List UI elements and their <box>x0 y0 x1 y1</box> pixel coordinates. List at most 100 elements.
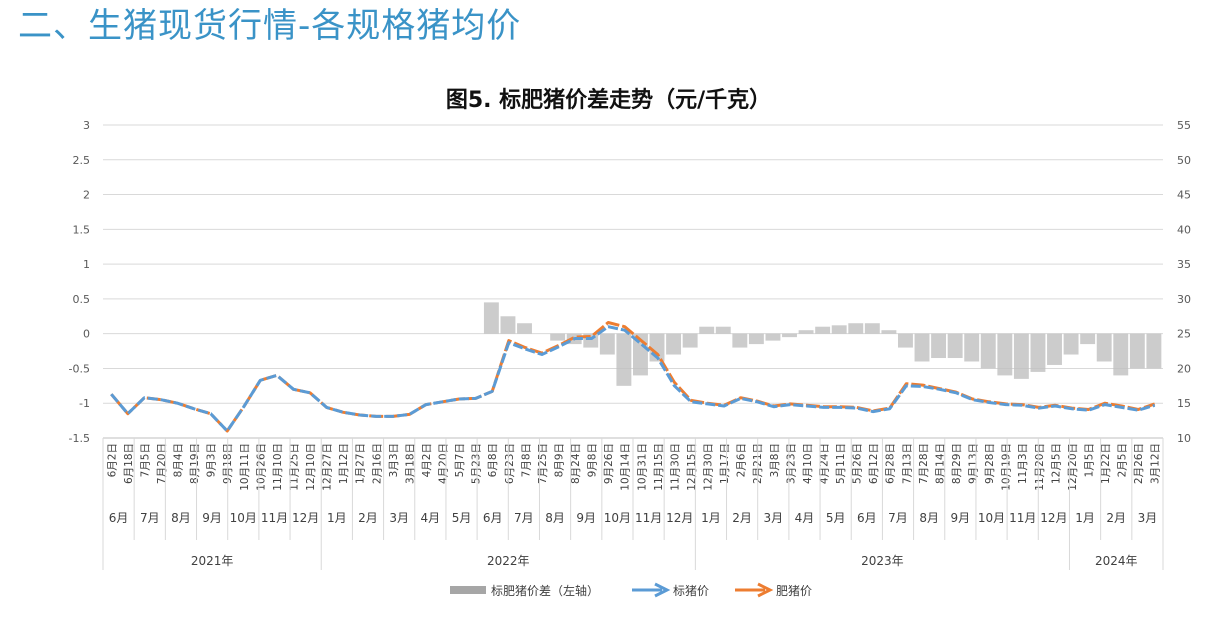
x-date-tick-label: 8月4日 <box>173 443 185 477</box>
x-date-tick-label: 6月2日 <box>106 443 118 477</box>
spread-bar <box>666 333 682 355</box>
x-date-tick-label: 11月30日 <box>669 443 681 491</box>
x-month-label: 1月 <box>1075 511 1095 525</box>
x-date-tick-label: 6月28日 <box>885 443 897 484</box>
x-date-tick-label: 9月28日 <box>984 443 996 484</box>
spread-bar <box>1146 333 1162 369</box>
left-axis-tick-label: 2 <box>83 189 90 202</box>
x-month-label: 4月 <box>795 511 815 525</box>
x-date-tick-label: 6月12日 <box>868 443 880 484</box>
x-date-tick-label: 10月14日 <box>620 443 632 491</box>
spread-bar <box>1030 333 1046 372</box>
x-month-label: 2月 <box>732 511 752 525</box>
spread-bar <box>947 333 963 359</box>
x-date-tick-label: 4月2日 <box>421 443 433 477</box>
x-month-label: 12月 <box>1040 511 1067 525</box>
right-axis-tick-label: 55 <box>1177 119 1191 132</box>
spread-bar <box>748 333 764 345</box>
x-date-tick-label: 8月19日 <box>189 443 201 484</box>
x-month-label: 12月 <box>292 511 319 525</box>
x-month-label: 10月 <box>230 511 257 525</box>
x-month-label: 1月 <box>701 511 721 525</box>
x-month-label: 11月 <box>635 511 662 525</box>
spread-bar <box>1013 333 1029 379</box>
spread-bar <box>798 330 814 334</box>
right-axis-tick-label: 45 <box>1177 189 1191 202</box>
spread-bar <box>550 333 566 341</box>
spread-bar <box>898 333 913 348</box>
left-axis-tick-label: -1.5 <box>69 432 90 445</box>
x-date-tick-label: 3月18日 <box>404 443 416 484</box>
x-date-tick-label: 7月5日 <box>139 443 151 477</box>
x-date-tick-label: 7月28日 <box>918 443 930 484</box>
spread-bar <box>864 323 880 334</box>
x-month-label: 9月 <box>951 511 971 525</box>
left-axis-tick-label: 1.5 <box>73 223 91 236</box>
spread-bar <box>881 330 897 334</box>
x-date-tick-label: 8月14日 <box>934 443 946 484</box>
spread-bar <box>517 323 532 334</box>
x-date-tick-label: 6月18日 <box>123 443 135 484</box>
spread-bar <box>699 326 715 334</box>
x-month-label: 12月 <box>666 511 693 525</box>
legend-arrow-icon <box>654 582 671 598</box>
right-axis-tick-label: 40 <box>1177 223 1191 236</box>
legend-label-spread: 标肥猪价差（左轴） <box>491 583 599 598</box>
left-axis-tick-label: -1 <box>79 397 90 410</box>
x-year-label: 2022年 <box>487 554 530 568</box>
spread-bar <box>500 316 516 334</box>
x-date-tick-label: 2月26日 <box>1133 443 1145 484</box>
x-date-tick-label: 7月20日 <box>156 443 168 484</box>
x-date-tick-label: 3月12日 <box>1150 443 1162 484</box>
x-month-label: 10月 <box>604 511 631 525</box>
x-month-label: 9月 <box>576 511 596 525</box>
x-year-label: 2024年 <box>1095 554 1138 568</box>
left-axis-tick-label: 0.5 <box>73 293 91 306</box>
legend-label-standard: 标猪价 <box>673 584 709 598</box>
spread-bar <box>1129 333 1145 369</box>
x-date-tick-label: 1月17日 <box>719 443 731 484</box>
spread-bar <box>1096 333 1112 362</box>
spread-bar <box>964 333 980 362</box>
spread-bar <box>765 333 781 341</box>
x-month-label: 3月 <box>389 511 409 525</box>
standard-pig-price-line <box>110 325 1156 433</box>
x-date-tick-label: 12月10日 <box>305 443 317 491</box>
x-date-tick-label: 8月29日 <box>951 443 963 484</box>
spread-bar <box>732 333 748 348</box>
x-date-tick-label: 9月3日 <box>206 443 218 477</box>
spread-bar <box>682 333 698 348</box>
spread-bar <box>831 325 847 334</box>
x-date-tick-label: 9月26日 <box>603 443 615 484</box>
x-date-tick-label: 4月10日 <box>802 443 814 484</box>
x-date-tick-label: 8月24日 <box>570 443 582 484</box>
left-axis-tick-label: 2.5 <box>73 154 91 167</box>
spread-bar <box>997 333 1013 376</box>
x-date-tick-label: 3月23日 <box>785 443 797 484</box>
x-date-tick-label: 11月10日 <box>272 443 284 491</box>
spread-bar <box>931 333 947 359</box>
spread-bar <box>616 333 632 386</box>
right-axis-tick-label: 30 <box>1177 293 1191 306</box>
x-month-label: 3月 <box>1138 511 1158 525</box>
x-date-tick-label: 3月8日 <box>769 443 781 477</box>
x-date-tick-label: 12月30日 <box>703 443 715 491</box>
x-month-label: 1月 <box>327 511 347 525</box>
x-date-tick-label: 10月26日 <box>255 443 267 491</box>
spread-bar <box>1047 333 1062 365</box>
x-month-label: 10月 <box>978 511 1005 525</box>
x-month-label: 9月 <box>202 511 222 525</box>
legend-swatch-spread <box>450 586 486 594</box>
x-date-tick-label: 11月3日 <box>1017 443 1029 484</box>
x-date-tick-label: 12月20日 <box>1067 443 1079 491</box>
right-axis-tick-label: 20 <box>1177 362 1191 375</box>
x-date-tick-label: 12月27日 <box>322 443 334 491</box>
x-month-label: 8月 <box>171 511 191 525</box>
x-date-tick-label: 1月5日 <box>1084 443 1096 477</box>
x-month-label: 7月 <box>888 511 908 525</box>
spread-bar <box>715 326 731 334</box>
x-date-tick-label: 2月6日 <box>736 443 748 477</box>
x-year-label: 2023年 <box>861 554 904 568</box>
right-axis-tick-label: 15 <box>1177 397 1191 410</box>
